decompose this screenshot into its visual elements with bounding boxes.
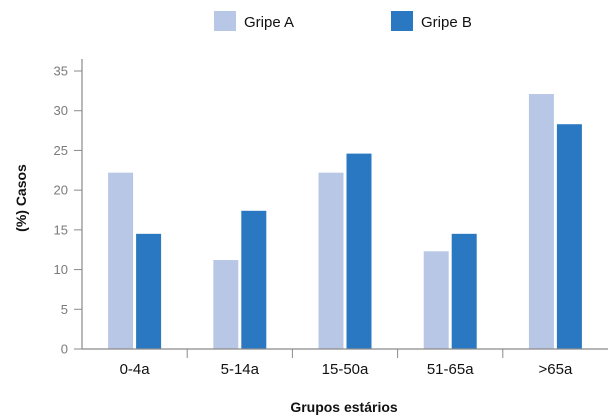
category-label: >65a [539, 361, 573, 378]
bar-gripe-b [451, 233, 477, 349]
bar-gripe-a [528, 94, 554, 349]
category-label: 15-50a [322, 361, 369, 378]
x-axis: 0-4a 5-14a 15-50a 51-65a >65a [82, 348, 608, 378]
y-tick-label: 30 [54, 103, 68, 118]
legend-swatch [391, 11, 413, 31]
y-tick-label: 20 [54, 183, 68, 198]
bar-gripe-a [423, 251, 449, 349]
y-tick-label: 35 [54, 64, 68, 79]
legend: Gripe A Gripe B [214, 11, 472, 31]
category-label: 5-14a [221, 361, 260, 378]
x-axis-title: Grupos estários [290, 399, 398, 415]
y-tick-label: 10 [54, 262, 68, 277]
category-label: 51-65a [427, 361, 474, 378]
legend-label: Gripe A [244, 14, 294, 31]
bar-gripe-b [241, 210, 267, 349]
bar-gripe-a [213, 260, 239, 349]
bar-gripe-a [318, 172, 344, 349]
bar-gripe-a [108, 172, 134, 349]
y-tick-label: 15 [54, 222, 68, 237]
y-tick-label: 5 [61, 302, 68, 317]
legend-swatch [214, 11, 236, 31]
y-axis: 0 5 10 15 20 25 30 35 [54, 59, 83, 357]
bar-gripe-b [136, 233, 162, 349]
y-tick-label: 25 [54, 143, 68, 158]
bars [108, 94, 582, 350]
legend-label: Gripe B [421, 14, 472, 31]
category-label: 0-4a [120, 361, 151, 378]
y-tick-label: 0 [61, 342, 68, 357]
y-axis-title: (%) Casos [13, 164, 29, 232]
bar-gripe-b [556, 124, 582, 350]
bar-gripe-b [346, 153, 372, 349]
